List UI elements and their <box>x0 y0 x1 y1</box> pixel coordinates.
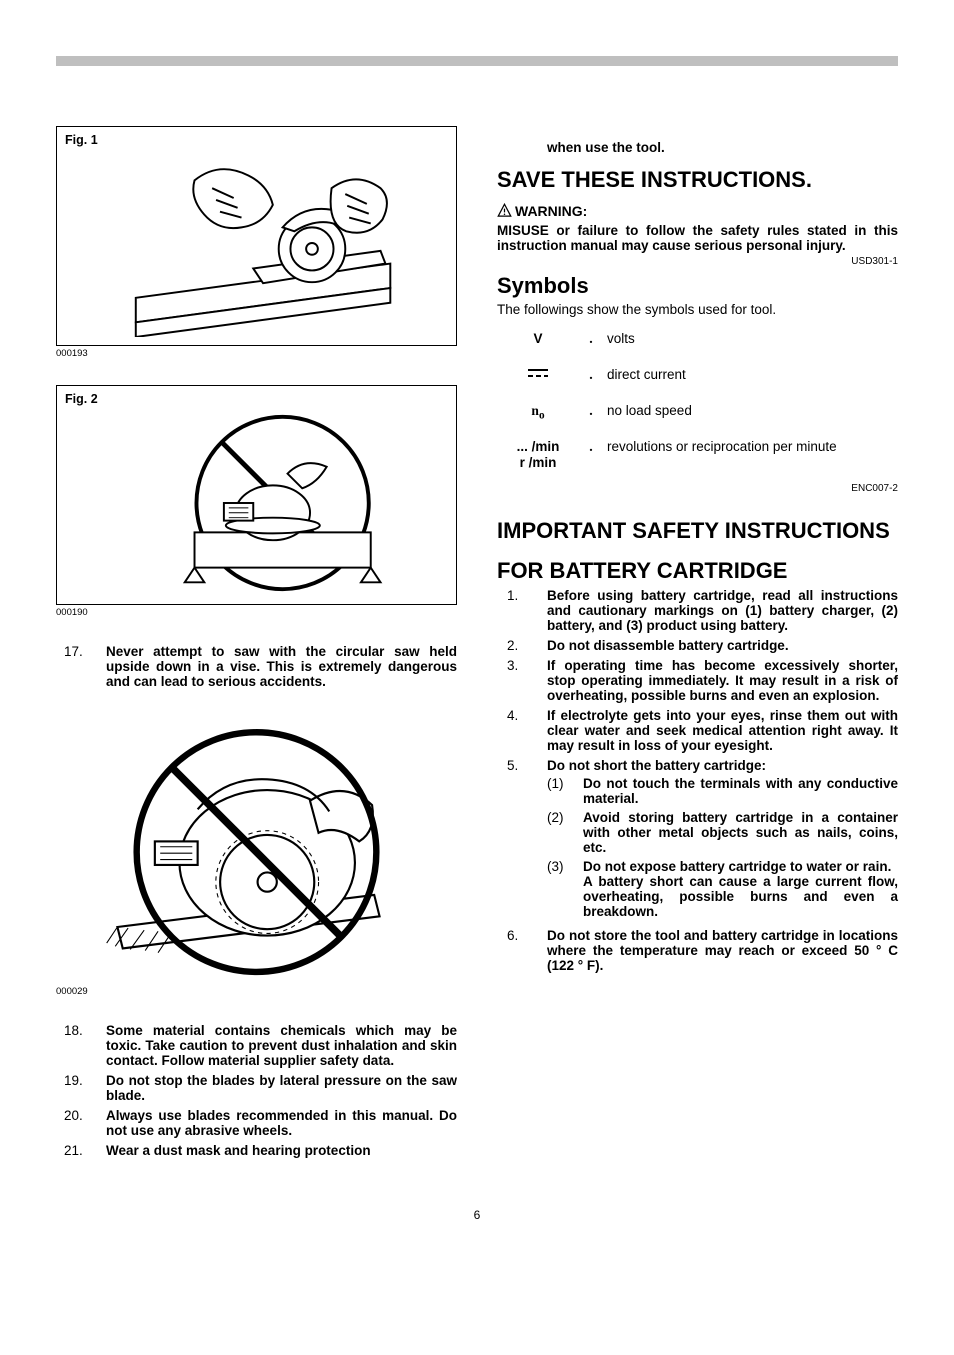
save-instructions-heading: SAVE THESE INSTRUCTIONS. <box>497 167 898 193</box>
item-text: Before using battery cartridge, read all… <box>547 588 898 633</box>
safety-list-2: 18. Some material contains chemicals whi… <box>56 1023 457 1158</box>
list-item: 3. If operating time has become excessiv… <box>497 658 898 703</box>
list-item: 6. Do not store the tool and battery car… <box>497 928 898 973</box>
table-row: ... /min r /min ･ revolutions or recipro… <box>497 431 898 479</box>
figure-1-box: Fig. 1 <box>56 126 457 346</box>
item-number: 2. <box>497 638 547 653</box>
figure-2-illustration <box>129 410 436 596</box>
figure-1-label: Fig. 1 <box>65 133 98 147</box>
bullet-cell: ･ <box>579 359 603 395</box>
warning-icon <box>497 203 512 218</box>
item-text: Do not short the battery cartridge: (1) … <box>547 758 898 923</box>
list-item: 4. If electrolyte gets into your eyes, r… <box>497 708 898 753</box>
figure-2-box: Fig. 2 <box>56 385 457 605</box>
item-text: Do not stop the blades by lateral pressu… <box>106 1073 457 1103</box>
list-item: 21. Wear a dust mask and hearing protect… <box>56 1143 457 1158</box>
right-column: when use the tool. SAVE THESE INSTRUCTIO… <box>497 126 898 1178</box>
desc-cell: direct current <box>603 359 898 395</box>
sub-list-item: (1) Do not touch the terminals with any … <box>547 776 898 806</box>
safety-list-1: 17. Never attempt to saw with the circul… <box>56 644 457 689</box>
item-text: Never attempt to saw with the circular s… <box>106 644 457 689</box>
bullet-cell: ･ <box>579 431 603 479</box>
figure-2-code: 000190 <box>56 607 457 618</box>
item-number: 21. <box>56 1143 106 1158</box>
battery-cartridge-heading: FOR BATTERY CARTRIDGE <box>497 558 898 584</box>
list-item: 5. Do not short the battery cartridge: (… <box>497 758 898 923</box>
list-item: 2. Do not disassemble battery cartridge. <box>497 638 898 653</box>
table-row: V ･ volts <box>497 323 898 359</box>
header-bar <box>56 56 898 66</box>
item-text: Always use blades recommended in this ma… <box>106 1108 457 1138</box>
sub-list: (1) Do not touch the terminals with any … <box>547 776 898 919</box>
sub-item-text: Do not expose battery cartridge to water… <box>583 859 898 919</box>
figure-1-code: 000193 <box>56 348 457 359</box>
item-number: 19. <box>56 1073 106 1103</box>
symbols-table: V ･ volts ･ direct current <box>497 323 898 479</box>
item-number: 6. <box>497 928 547 973</box>
item-number: 1. <box>497 588 547 633</box>
sub-item-text: Do not touch the terminals with any cond… <box>583 776 898 806</box>
symbol-cell: ... /min r /min <box>497 431 579 479</box>
sub-list-item: (2) Avoid storing battery cartridge in a… <box>547 810 898 855</box>
list-item: 1. Before using battery cartridge, read … <box>497 588 898 633</box>
list-item: 17. Never attempt to saw with the circul… <box>56 644 457 689</box>
symbols-heading: Symbols <box>497 273 898 299</box>
symbol-cell: no <box>497 395 579 431</box>
sub-list-item: (3) Do not expose battery cartridge to w… <box>547 859 898 919</box>
figure-3-illustration <box>56 709 457 985</box>
symbol-cell <box>497 359 579 395</box>
table-row: no ･ no load speed <box>497 395 898 431</box>
list-item: 19. Do not stop the blades by lateral pr… <box>56 1073 457 1103</box>
desc-cell: revolutions or reciprocation per minute <box>603 431 898 479</box>
item-text: Wear a dust mask and hearing protection <box>106 1143 457 1158</box>
item-text: Do not store the tool and battery cartri… <box>547 928 898 973</box>
bullet-cell: ･ <box>579 395 603 431</box>
item-number: 3. <box>497 658 547 703</box>
desc-cell: volts <box>603 323 898 359</box>
page-container: Fig. 1 <box>0 0 954 1242</box>
warning-label: WARNING: <box>515 203 587 219</box>
sub-item-number: (3) <box>547 859 583 919</box>
item-number: 4. <box>497 708 547 753</box>
doc-code-2: ENC007-2 <box>497 483 898 494</box>
continuation-text: when use the tool. <box>497 140 898 155</box>
item-text: If electrolyte gets into your eyes, rins… <box>547 708 898 753</box>
item-number: 17. <box>56 644 106 689</box>
important-safety-heading: IMPORTANT SAFETY INSTRUCTIONS <box>497 518 898 544</box>
battery-list: 1. Before using battery cartridge, read … <box>497 588 898 973</box>
figure-3-code: 000029 <box>56 986 457 997</box>
desc-cell: no load speed <box>603 395 898 431</box>
list-item: 18. Some material contains chemicals whi… <box>56 1023 457 1068</box>
item-number: 18. <box>56 1023 106 1068</box>
item-text: Some material contains chemicals which m… <box>106 1023 457 1068</box>
two-column-layout: Fig. 1 <box>56 126 898 1178</box>
figure-1-illustration <box>129 151 436 337</box>
symbol-cell: V <box>497 323 579 359</box>
bullet-cell: ･ <box>579 323 603 359</box>
sub-item-number: (2) <box>547 810 583 855</box>
figure-2-label: Fig. 2 <box>65 392 98 406</box>
item-number: 5. <box>497 758 547 923</box>
page-number: 6 <box>56 1208 898 1222</box>
sub-item-text: Avoid storing battery cartridge in a con… <box>583 810 898 855</box>
table-row: ･ direct current <box>497 359 898 395</box>
left-column: Fig. 1 <box>56 126 457 1178</box>
sub-item-number: (1) <box>547 776 583 806</box>
symbols-intro: The followings show the symbols used for… <box>497 302 898 317</box>
warning-body: MISUSE or failure to follow the safety r… <box>497 223 898 253</box>
item-number: 20. <box>56 1108 106 1138</box>
doc-code-1: USD301-1 <box>497 256 898 267</box>
item-text: Do not disassemble battery cartridge. <box>547 638 898 653</box>
warning-label-line: WARNING: <box>497 203 898 219</box>
item-text: If operating time has become excessively… <box>547 658 898 703</box>
dc-icon <box>526 367 550 379</box>
list-item: 20. Always use blades recommended in thi… <box>56 1108 457 1138</box>
